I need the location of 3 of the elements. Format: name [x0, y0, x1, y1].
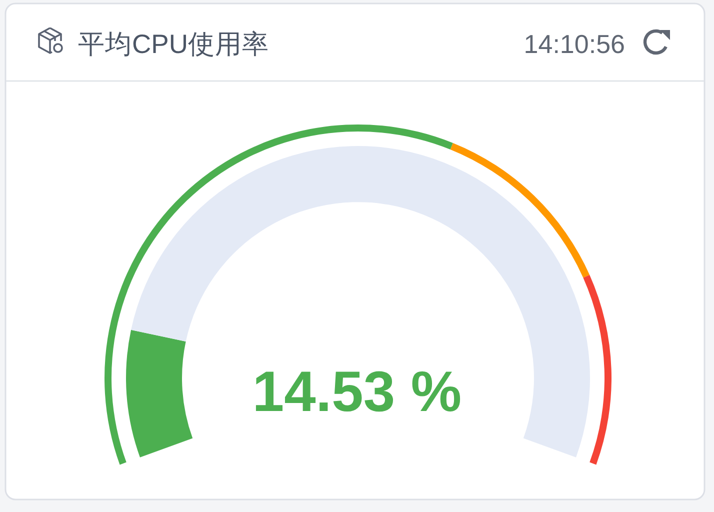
annotation: 14.53 % [252, 360, 462, 424]
title: 平均CPU使用率 [78, 29, 269, 59]
subtitle: 14:10:56 [524, 29, 625, 59]
